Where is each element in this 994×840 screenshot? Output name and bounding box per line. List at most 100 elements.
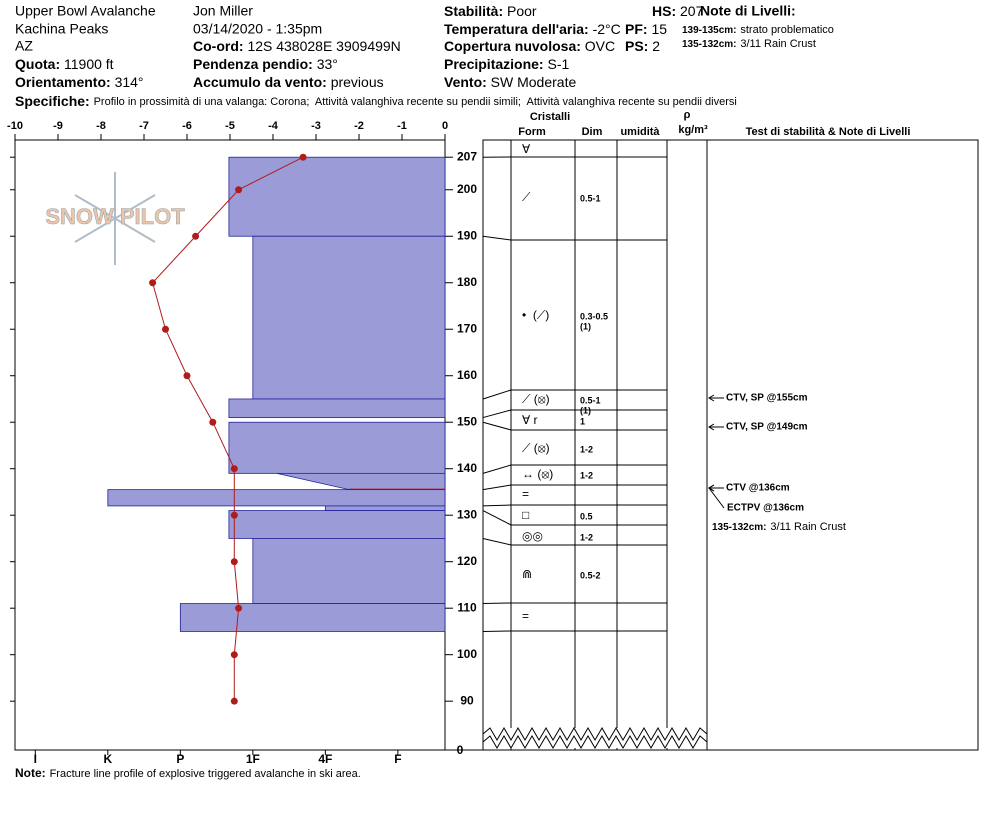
- footer-label: Note:: [15, 766, 46, 780]
- watermark-text: SNOW PILOT: [45, 204, 185, 229]
- layer: [228, 421, 446, 474]
- area: Kachina Peaks: [15, 21, 108, 37]
- layer-connector: [482, 602, 512, 605]
- field-label: 135-132cm:: [682, 39, 736, 50]
- field-value: SW Moderate: [491, 74, 577, 90]
- test-arrow-head: [708, 484, 715, 492]
- column-header: Test di stabilità & Note di Livelli: [746, 126, 911, 138]
- temperature-point: [235, 186, 243, 194]
- temperature-point: [299, 153, 307, 161]
- y-break-label: 0: [457, 743, 464, 757]
- layer: [228, 398, 446, 418]
- temperature-point: [230, 558, 238, 566]
- field: Precipitazione: S-1: [444, 56, 569, 72]
- column-header: kg/m³: [678, 124, 708, 136]
- x-tick-label: -4: [268, 120, 279, 132]
- y-tick-label: 180: [457, 275, 477, 289]
- column-header: ρ: [684, 109, 691, 121]
- field: PF: 15: [625, 21, 667, 37]
- grain-size: 1-2: [580, 532, 593, 542]
- field-value: OVC: [585, 38, 615, 54]
- grain-size: 0.5-2: [580, 570, 601, 580]
- footer-text: Fracture line profile of explosive trigg…: [50, 768, 361, 780]
- field-value: S-1: [547, 56, 569, 72]
- grain-form: =: [522, 609, 529, 623]
- y-tick-label: 190: [457, 228, 477, 242]
- field-value: Poor: [507, 3, 537, 19]
- grain-form: ⟋ (⦻): [522, 441, 550, 455]
- layer-connector: [482, 504, 512, 507]
- field-label: Temperatura dell'aria:: [444, 21, 589, 37]
- snowflake: [74, 194, 156, 243]
- stability-test: ECTPV @136cm: [727, 503, 804, 514]
- layer: [324, 505, 446, 511]
- notes-title: Note di Livelli:: [700, 3, 796, 19]
- field: Pendenza pendio: 33°: [193, 56, 338, 72]
- temperature-point: [235, 604, 243, 612]
- x-tick-label: -5: [225, 120, 235, 132]
- layer: [276, 472, 446, 491]
- grain-size: 1: [580, 416, 585, 426]
- field: Stabilità: Poor: [444, 3, 537, 19]
- hardness-tick-label: P: [176, 752, 184, 766]
- field-value: previous: [331, 74, 384, 90]
- observer: Jon Miller: [193, 3, 253, 19]
- field: Accumulo da vento: previous: [193, 74, 384, 90]
- grain-form: □: [522, 508, 529, 522]
- y-tick-label: 100: [457, 647, 477, 661]
- layer-connector: [482, 537, 512, 546]
- test-arrow-head: [708, 394, 715, 402]
- grain-form: ∀: [522, 142, 531, 156]
- field-label: Vento:: [444, 74, 487, 90]
- temperature-point: [230, 651, 238, 659]
- watermark: [74, 172, 156, 265]
- y-tick-label: 120: [457, 554, 477, 568]
- temperature-point: [230, 465, 238, 473]
- layer-connector: [482, 464, 512, 474]
- field-value: 2: [652, 38, 660, 54]
- field-value: 33°: [317, 56, 338, 72]
- layer-connector: [482, 389, 512, 400]
- test-arrow: [708, 487, 725, 509]
- column-header: Dim: [582, 126, 603, 138]
- field: HS: 207: [652, 3, 704, 19]
- layer: [252, 538, 446, 604]
- field: 135-132cm: 3/11 Rain Crust: [682, 35, 816, 51]
- field: 135-132cm: 3/11 Rain Crust: [712, 518, 846, 534]
- y-tick-label: 207: [457, 149, 477, 163]
- field-label: Precipitazione:: [444, 56, 544, 72]
- temperature-point: [183, 372, 191, 380]
- x-tick-label: -7: [139, 120, 149, 132]
- y-tick-label: 130: [457, 507, 477, 521]
- field: PS: 2: [625, 38, 660, 54]
- field-value: 3/11 Rain Crust: [770, 521, 846, 533]
- y-tick-label: 170: [457, 321, 477, 335]
- y-tick-label: 140: [457, 461, 477, 475]
- field-value: Profilo in prossimità di una valanga: Co…: [94, 96, 737, 108]
- column-lines: [510, 140, 708, 750]
- footer: Note: Fracture line profile of explosive…: [15, 765, 361, 781]
- grain-size: 0.5: [580, 511, 593, 521]
- layer: [179, 603, 446, 632]
- x-tick-label: -6: [182, 120, 192, 132]
- field: Specifiche: Profilo in prossimità di una…: [15, 93, 737, 109]
- x-tick-label: -9: [53, 120, 63, 132]
- datetime: 03/14/2020 - 1:35pm: [193, 21, 322, 37]
- field-value: strato problematico: [740, 24, 834, 36]
- layer-connector: [482, 409, 512, 419]
- temperature-point: [192, 232, 200, 240]
- field-label: Quota:: [15, 56, 60, 72]
- field: Quota: 11900 ft: [15, 56, 114, 72]
- grain-size: (1): [580, 321, 591, 331]
- field: 139-135cm: strato problematico: [682, 21, 834, 37]
- grain-form: ↔ (⦻): [522, 467, 553, 481]
- grain-size: 1-2: [580, 444, 593, 454]
- field-label: Orientamento:: [15, 74, 111, 90]
- field-label: PS:: [625, 38, 648, 54]
- field-label: HS:: [652, 3, 676, 19]
- column-headers: Cristalli Form Dim umidità ρ kg/m³ Test …: [518, 109, 910, 138]
- x-tick-label: -3: [311, 120, 321, 132]
- column-header: umidità: [620, 126, 660, 138]
- state: AZ: [15, 38, 33, 54]
- grain-form: • (⟋): [522, 308, 549, 322]
